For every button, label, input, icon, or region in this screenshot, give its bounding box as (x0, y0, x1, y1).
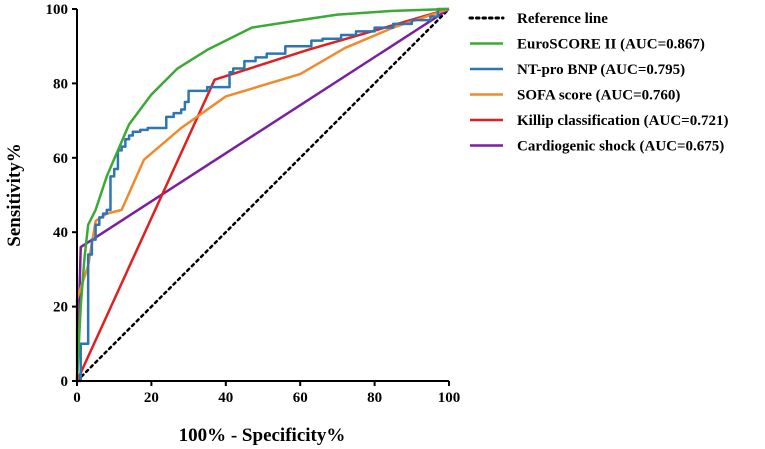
legend-label: SOFA score (AUC=0.760) (517, 88, 680, 104)
legend-item: EuroSCORE II (AUC=0.867) (470, 37, 705, 53)
legend-item: SOFA score (AUC=0.760) (470, 88, 680, 104)
y-tick-label: 100 (46, 2, 69, 18)
axes-layer (76, 9, 449, 382)
y-tick-label: 80 (53, 76, 68, 92)
legend-item: Reference line (468, 11, 608, 27)
y-tick-label: 0 (61, 374, 69, 390)
legend-label: Cardiogenic shock (AUC=0.675) (517, 139, 724, 155)
series-line-reference-line (75, 7, 451, 383)
series-line-nt-pro-bnp (77, 7, 449, 383)
x-tick-label: 80 (367, 390, 382, 406)
legend: Reference line EuroSCORE II (AUC=0.867) NT… (468, 11, 728, 155)
legend-label: Reference line (517, 11, 608, 27)
legend-item: NT-pro BNP (AUC=0.795) (470, 62, 685, 78)
x-axis-title: 100% - Specificity% (179, 425, 346, 446)
series-line-killip-classification (75, 7, 450, 382)
series-layer (75, 7, 451, 383)
legend-label: Killip classification (AUC=0.721) (517, 113, 728, 129)
x-tick-label: 100 (438, 390, 461, 406)
legend-item: Cardiogenic shock (AUC=0.675) (470, 139, 724, 155)
series-line-euroscore-ii (75, 7, 450, 382)
x-tick-label: 60 (293, 390, 308, 406)
legend-item: Killip classification (AUC=0.721) (470, 113, 728, 129)
x-tick-label: 40 (218, 390, 233, 406)
tick-layer: 0 20 40 60 80 100 0 20 40 60 80 100 (46, 2, 461, 406)
y-tick-label: 20 (53, 300, 68, 316)
y-tick-label: 40 (53, 225, 68, 241)
legend-label: NT-pro BNP (AUC=0.795) (517, 62, 685, 78)
x-tick-label: 0 (73, 390, 81, 406)
x-tick-label: 20 (144, 390, 159, 406)
y-tick-label: 60 (53, 151, 68, 167)
y-axis-title: Sensitivity% (4, 143, 25, 246)
legend-label: EuroSCORE II (AUC=0.867) (517, 37, 705, 53)
